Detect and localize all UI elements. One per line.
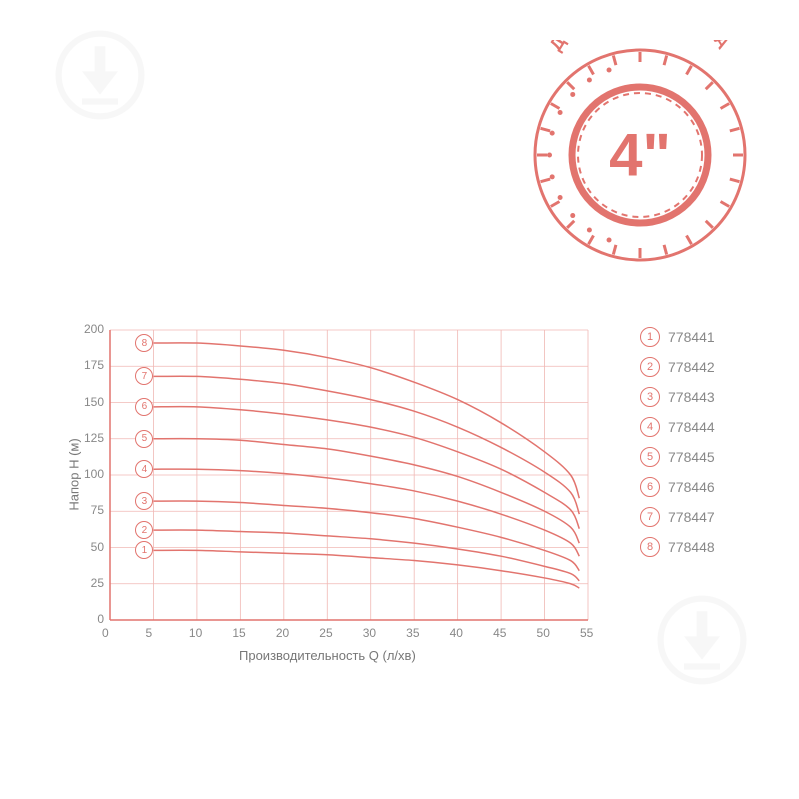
diameter-badge: ДИАМЕТР НАСОСА 4" [525, 40, 755, 270]
x-tick-label: 0 [102, 626, 109, 640]
legend-row: 4 778444 [640, 417, 715, 437]
legend-number-icon: 7 [640, 507, 660, 527]
legend-number-icon: 1 [640, 327, 660, 347]
legend-row: 1 778441 [640, 327, 715, 347]
x-tick-label: 25 [319, 626, 332, 640]
y-tick-label: 0 [97, 612, 104, 626]
watermark-icon [657, 595, 747, 685]
legend-row: 7 778447 [640, 507, 715, 527]
legend-code: 778447 [668, 509, 715, 525]
x-tick-label: 50 [537, 626, 550, 640]
legend-row: 8 778448 [640, 537, 715, 557]
legend-code: 778443 [668, 389, 715, 405]
y-tick-label: 25 [91, 576, 104, 590]
y-tick-label: 75 [91, 503, 104, 517]
series-line [153, 407, 579, 529]
legend-code: 778441 [668, 329, 715, 345]
y-tick-label: 50 [91, 540, 104, 554]
x-tick-label: 45 [493, 626, 506, 640]
legend-code: 778446 [668, 479, 715, 495]
x-axis-label: Производительность Q (л/хв) [239, 648, 416, 663]
legend: 1 778441 2 778442 3 778443 4 778444 5 778445… [640, 327, 715, 567]
legend-code: 778445 [668, 449, 715, 465]
series-line [153, 550, 579, 588]
x-tick-label: 5 [145, 626, 152, 640]
performance-chart [110, 330, 590, 622]
x-tick-label: 30 [363, 626, 376, 640]
watermark-icon [55, 30, 145, 120]
y-tick-label: 125 [84, 431, 104, 445]
series-line [153, 376, 579, 514]
y-tick-label: 175 [84, 358, 104, 372]
y-tick-label: 150 [84, 395, 104, 409]
legend-code: 778448 [668, 539, 715, 555]
legend-number-icon: 4 [640, 417, 660, 437]
legend-code: 778444 [668, 419, 715, 435]
x-tick-label: 20 [276, 626, 289, 640]
legend-row: 5 778445 [640, 447, 715, 467]
legend-row: 2 778442 [640, 357, 715, 377]
legend-number-icon: 6 [640, 477, 660, 497]
x-tick-label: 40 [450, 626, 463, 640]
legend-number-icon: 5 [640, 447, 660, 467]
x-tick-label: 35 [406, 626, 419, 640]
x-tick-label: 55 [580, 626, 593, 640]
legend-number-icon: 2 [640, 357, 660, 377]
legend-row: 6 778446 [640, 477, 715, 497]
badge-center-text: 4" [609, 121, 671, 188]
y-tick-label: 100 [84, 467, 104, 481]
x-tick-label: 10 [189, 626, 202, 640]
y-tick-label: 200 [84, 322, 104, 336]
x-tick-label: 15 [232, 626, 245, 640]
legend-row: 3 778443 [640, 387, 715, 407]
y-axis-label: Напор H (м) [67, 438, 82, 510]
legend-number-icon: 8 [640, 537, 660, 557]
legend-code: 778442 [668, 359, 715, 375]
legend-number-icon: 3 [640, 387, 660, 407]
